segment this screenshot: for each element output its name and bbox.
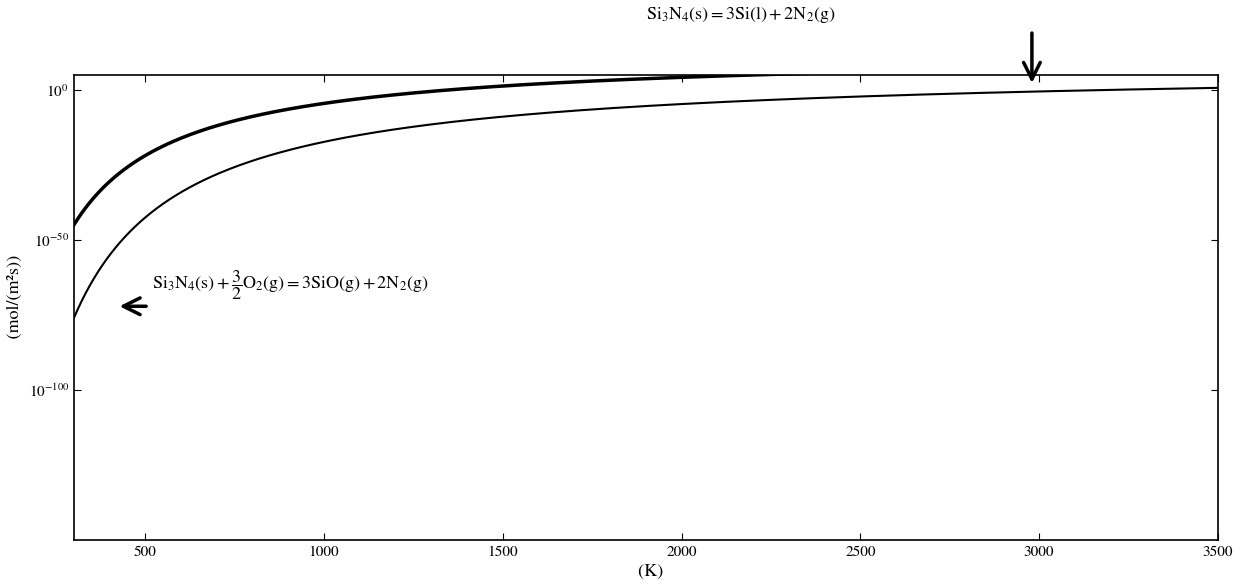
- Text: $\mathrm{Si_3N_4(s)=3Si(l)+2N_2(g)}$: $\mathrm{Si_3N_4(s)=3Si(l)+2N_2(g)}$: [646, 5, 836, 25]
- Y-axis label: 反应速度 (mol/(m²s)): 反应速度 (mol/(m²s)): [7, 255, 24, 361]
- X-axis label: 温度(K): 温度(K): [629, 564, 663, 580]
- Text: $\mathrm{Si_3N_4(s)+\dfrac{3}{2}O_2(g)=3SiO(g)+2N_2(g)}$: $\mathrm{Si_3N_4(s)+\dfrac{3}{2}O_2(g)=3…: [153, 268, 429, 302]
